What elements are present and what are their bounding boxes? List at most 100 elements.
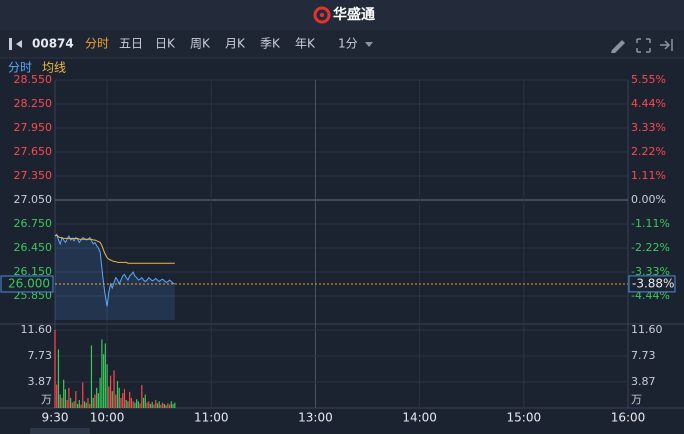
volume-bar (103, 354, 105, 408)
volume-bar (174, 402, 176, 408)
volume-bar (76, 403, 79, 408)
y2-tick-label: 3.33% (631, 121, 666, 134)
volume-bar (118, 387, 120, 408)
volume-bar (155, 399, 157, 408)
y-tick-label: 26.450 (14, 241, 53, 254)
volume-bar (158, 401, 160, 408)
volume-bar (137, 401, 139, 408)
volume-bar (94, 394, 96, 408)
volume-tick-label: 11.60 (21, 323, 53, 336)
volume-bar (134, 402, 136, 408)
volume-bar (83, 401, 86, 408)
x-tick-label: 16:00 (611, 411, 646, 425)
volume-bar (66, 399, 68, 408)
y-tick-label: 28.550 (14, 73, 53, 86)
tab[interactable]: 年K (295, 37, 316, 51)
volume-bar (148, 401, 150, 408)
volume-bar (111, 391, 113, 408)
logo (313, 6, 331, 24)
y2-tick-label: 1.11% (631, 169, 666, 182)
tab[interactable]: 分时 (85, 37, 109, 51)
y-tick-label: 28.250 (14, 97, 53, 110)
volume-bar (129, 391, 131, 408)
volume-bar (165, 405, 167, 408)
volume-bar (70, 397, 72, 408)
volume-bar (139, 403, 141, 408)
tab[interactable]: 月K (225, 37, 246, 51)
collapse-icon[interactable] (660, 39, 673, 51)
icon (9, 38, 12, 50)
volume-bar (170, 401, 172, 408)
volume-bar (127, 401, 129, 408)
volume-bar (90, 345, 93, 408)
volume-tick-label: 7.73 (28, 349, 53, 362)
series-line (54, 233, 176, 307)
volume-bar (99, 377, 101, 408)
y-tick-label: 27.650 (14, 145, 53, 158)
scrollbar[interactable] (30, 428, 90, 434)
app-title: 华盛通 (333, 6, 375, 23)
draw-icon[interactable] (611, 40, 625, 53)
volume-bar (108, 386, 110, 408)
tab[interactable]: 五日 (119, 37, 143, 51)
tab[interactable]: 周K (190, 37, 211, 51)
x-tick-label: 9:30 (42, 411, 69, 425)
last-change-label: -3.88% (632, 276, 674, 290)
volume-bar (68, 387, 70, 408)
volume-bar (59, 394, 61, 408)
y-tick-label: 26.150 (14, 265, 53, 278)
logo-dot (320, 13, 324, 17)
volume-bar (96, 387, 98, 408)
legend-entry: 分时 (8, 61, 32, 75)
y-tick-label: 27.350 (14, 169, 53, 182)
volume-bar (163, 403, 165, 408)
volume-bar (75, 391, 77, 408)
volume-bar (113, 370, 115, 408)
interval-select[interactable]: 1分 (338, 37, 358, 51)
series-line (54, 234, 175, 264)
tab[interactable]: 季K (260, 37, 281, 51)
x-tick-label: 10:00 (90, 411, 125, 425)
volume-bar (106, 364, 108, 408)
volume-bar (172, 403, 174, 408)
x-tick-label: 15:00 (507, 411, 542, 425)
volume-bar (160, 404, 162, 408)
tool-icons (611, 38, 673, 53)
volume-bar (56, 384, 58, 408)
volume-bar (149, 403, 152, 408)
volume-bar (141, 385, 143, 408)
volume-bar (153, 404, 155, 408)
back-button[interactable] (9, 38, 22, 50)
last-change-box (628, 275, 676, 293)
fullscreen-icon[interactable] (636, 38, 651, 53)
volume-bar (80, 404, 82, 408)
y2-tick-label: -2.22% (631, 241, 670, 254)
volume-bar (125, 399, 127, 408)
volume-tick-label: 3.87 (28, 375, 53, 388)
price-area (55, 234, 175, 320)
x-tick-label: 13:00 (298, 411, 333, 425)
volume-unit: 万 (41, 393, 52, 406)
volume-bar (120, 397, 122, 408)
volume-unit: 万 (631, 393, 642, 406)
volume-bar (54, 330, 56, 408)
volume-tick-label: 7.73 (631, 349, 656, 362)
volume-bar (115, 394, 117, 408)
x-tick-label: 14:00 (402, 411, 437, 425)
volume-bar (57, 349, 60, 408)
x-tick-label: 11:00 (194, 411, 229, 425)
volume-tick-label: 11.60 (631, 323, 663, 336)
dropdown-arrow[interactable] (365, 42, 373, 47)
volume-bar (89, 403, 91, 408)
logo-icon (313, 6, 331, 24)
title-bar (0, 0, 684, 30)
volume-bar (82, 382, 84, 408)
volume-bar (73, 401, 75, 408)
volume-bar (156, 403, 159, 408)
tab[interactable]: 日K (155, 37, 176, 51)
volume-bar (64, 389, 67, 408)
icon (16, 40, 22, 48)
volume-tick-label: 3.87 (631, 375, 656, 388)
